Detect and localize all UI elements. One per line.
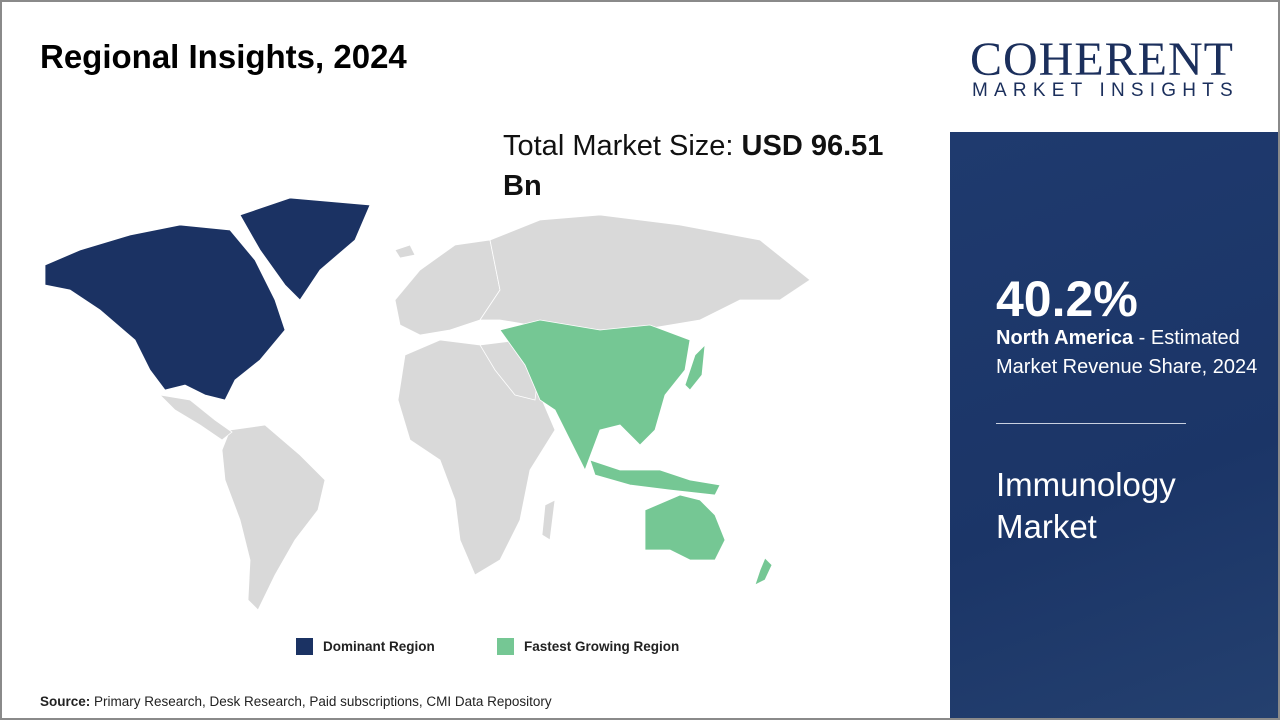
map-russia-middle-east bbox=[479, 214, 811, 331]
source-label: Source: bbox=[40, 694, 91, 709]
map-madagascar bbox=[541, 499, 556, 541]
share-description: North America - Estimated Market Revenue… bbox=[996, 324, 1266, 382]
divider bbox=[996, 423, 1186, 424]
map-central-america bbox=[158, 394, 233, 441]
legend-dominant: Dominant Region bbox=[296, 638, 435, 655]
map-south-america bbox=[221, 424, 326, 611]
legend-swatch-fastest bbox=[497, 638, 514, 655]
map-new-zealand bbox=[754, 557, 773, 586]
map-australia bbox=[644, 494, 726, 561]
total-value: USD 96.51 Bn bbox=[503, 130, 884, 202]
legend-label: Dominant Region bbox=[323, 639, 435, 654]
map-iceland bbox=[394, 244, 416, 259]
logo-wordmark: COHERENT bbox=[970, 33, 1234, 86]
description-text: - Estimated Market Revenue Share, 2024 bbox=[996, 327, 1258, 378]
source-note: Source: Primary Research, Desk Research,… bbox=[40, 694, 552, 709]
total-label: Total Market Size: bbox=[503, 130, 742, 162]
source-text: Primary Research, Desk Research, Paid su… bbox=[90, 694, 552, 709]
map-greenland bbox=[239, 197, 371, 301]
share-percent: 40.2% bbox=[996, 271, 1138, 327]
market-name: Immunology Market bbox=[996, 466, 1176, 545]
legend-label: Fastest Growing Region bbox=[524, 639, 680, 654]
insight-panel: 40.2% North America - Estimated Market R… bbox=[950, 132, 1278, 718]
map-north-america bbox=[44, 224, 286, 401]
company-logo: COHERENT MARKET INSIGHTS bbox=[950, 2, 1278, 132]
region-name: North America bbox=[996, 327, 1134, 349]
map-indonesia bbox=[589, 459, 721, 496]
total-market-size: Total Market Size: USD 96.51 Bn bbox=[503, 126, 923, 206]
map-japan bbox=[684, 343, 706, 391]
legend-swatch-dominant bbox=[296, 638, 313, 655]
logo-tagline: MARKET INSIGHTS bbox=[972, 80, 1239, 101]
legend-fastest-growing: Fastest Growing Region bbox=[497, 638, 679, 655]
world-map bbox=[44, 197, 811, 611]
map-asia-pacific bbox=[499, 319, 691, 471]
page-title: Regional Insights, 2024 bbox=[40, 38, 407, 75]
